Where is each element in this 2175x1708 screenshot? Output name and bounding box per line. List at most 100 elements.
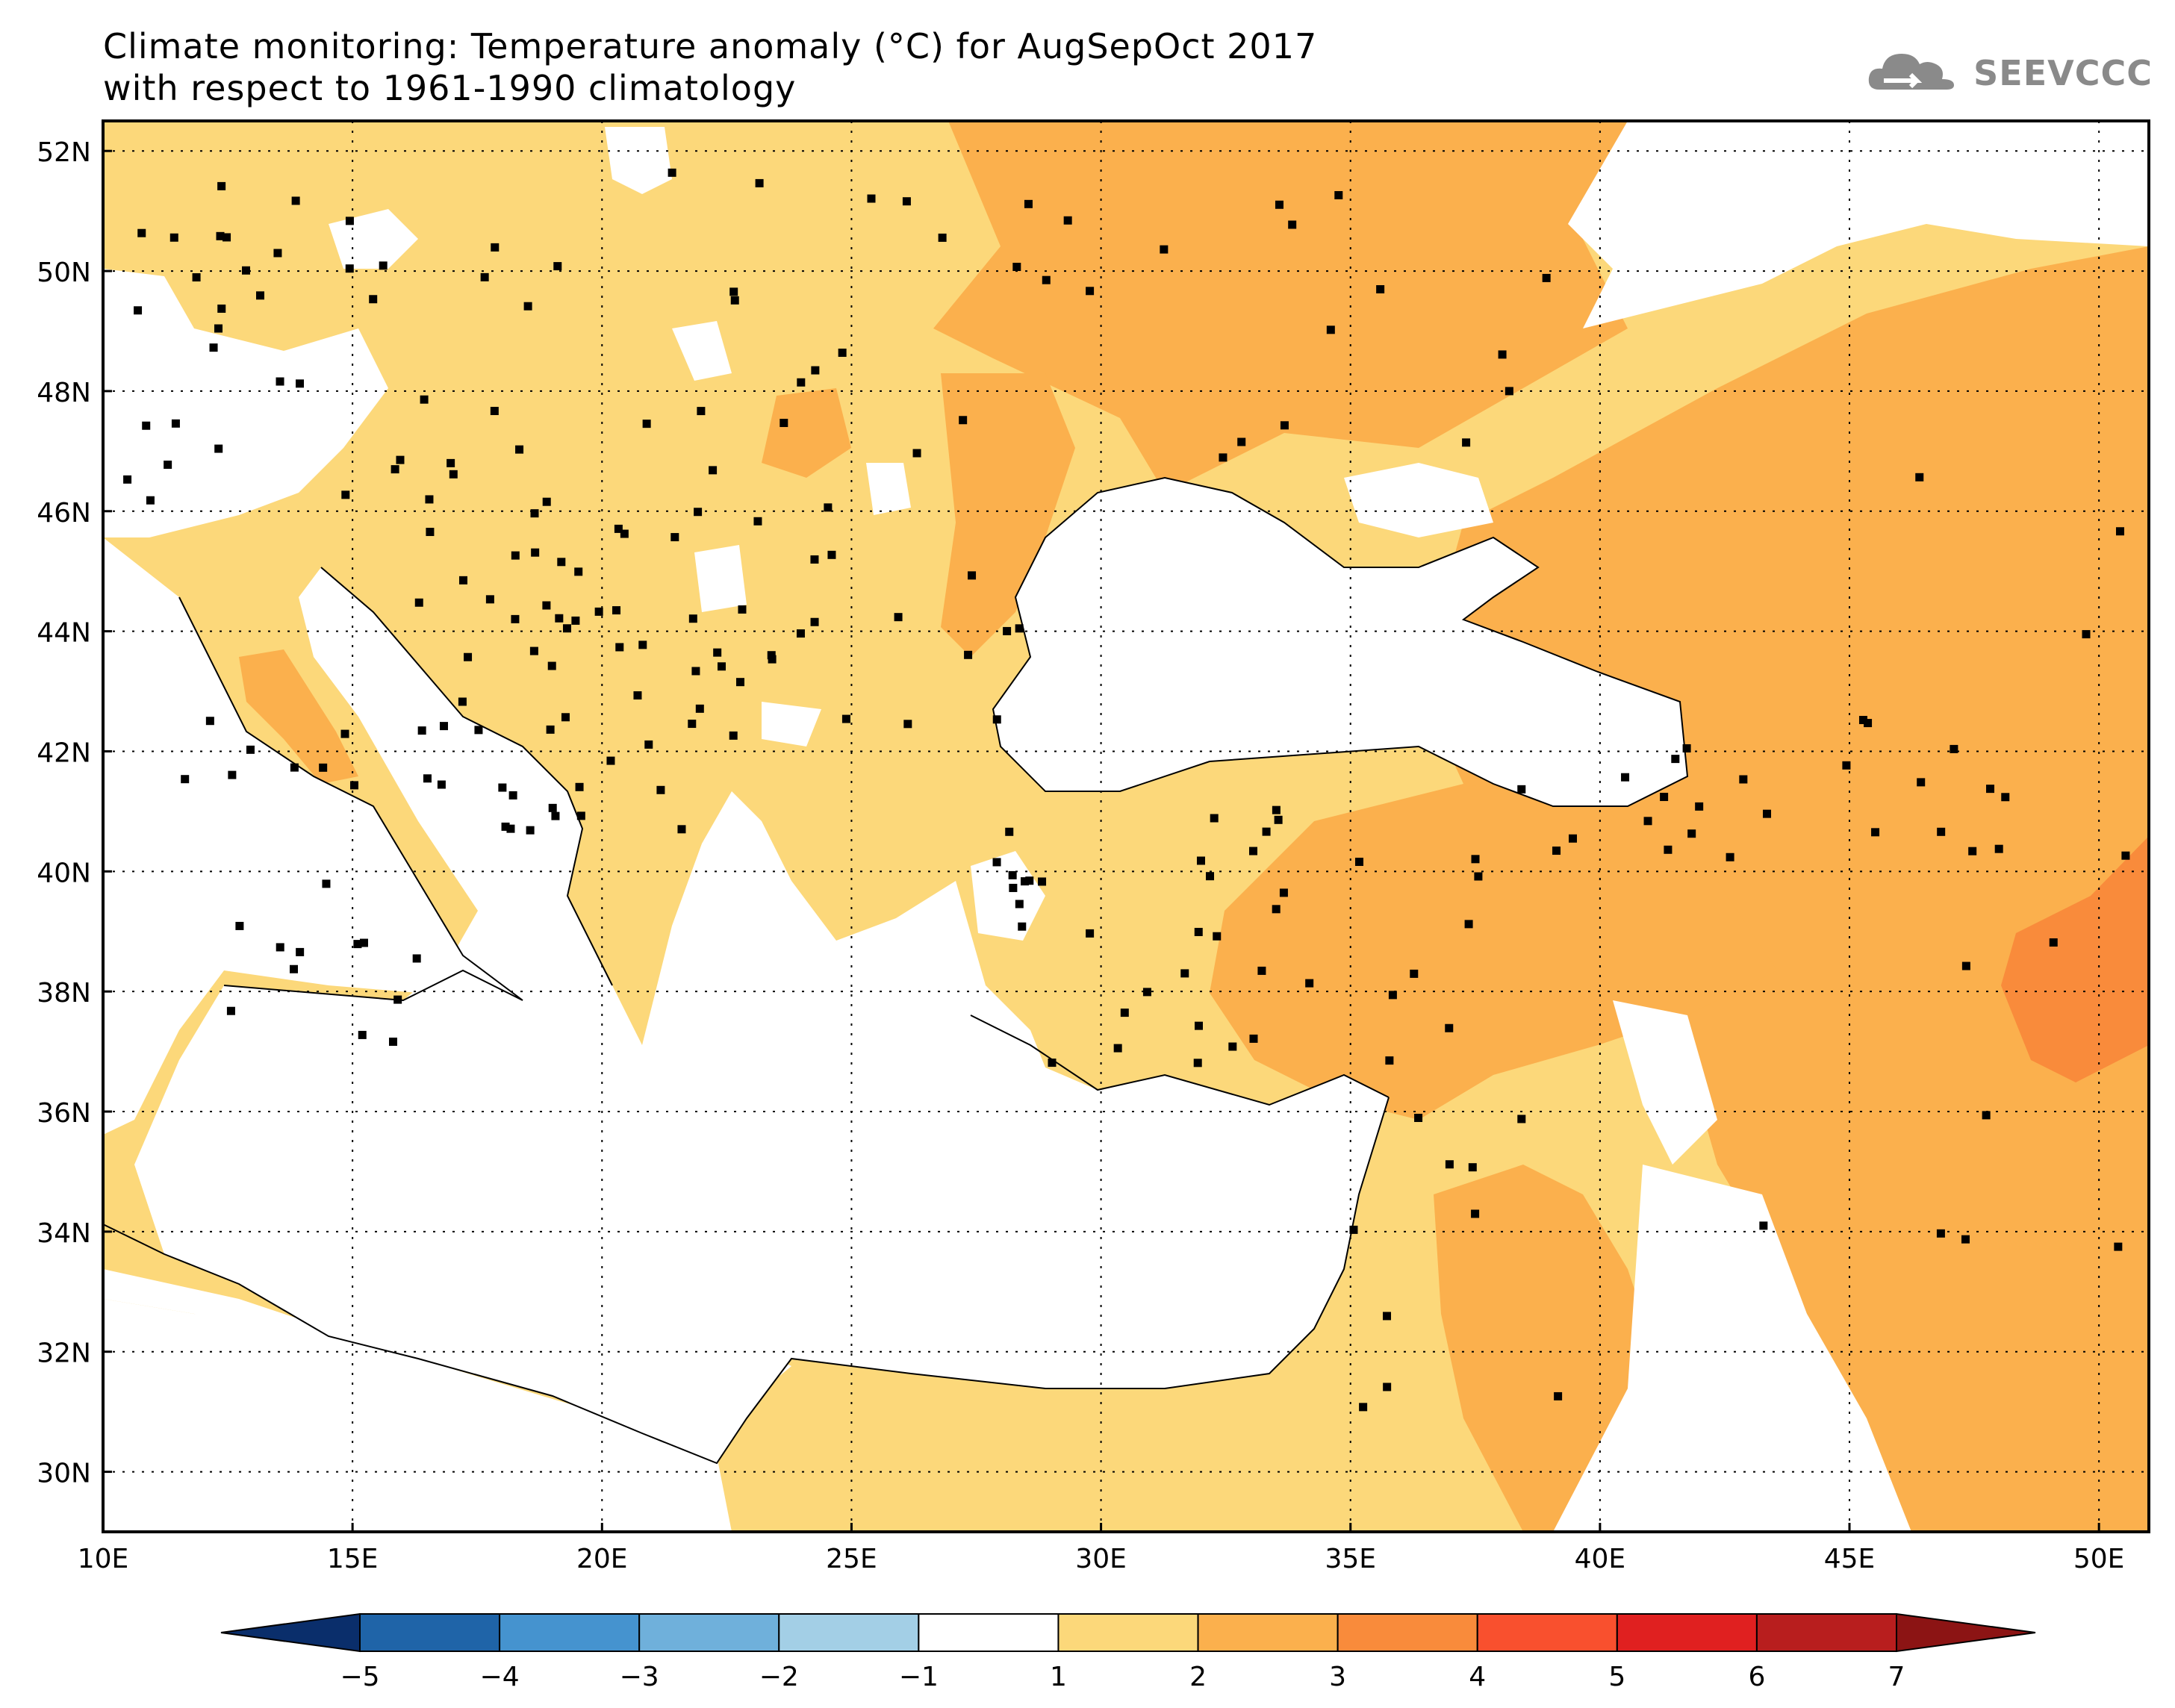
- station-marker: [1871, 828, 1880, 837]
- station-marker: [181, 775, 190, 784]
- colorbar-label: −1: [899, 1662, 939, 1692]
- station-marker: [992, 858, 1001, 867]
- station-marker: [644, 740, 653, 749]
- station-marker: [1160, 245, 1169, 254]
- station-marker: [1003, 626, 1012, 635]
- lon-label: 45E: [1824, 1544, 1876, 1574]
- station-marker: [1498, 350, 1507, 359]
- station-marker: [1994, 844, 2003, 853]
- station-marker: [423, 774, 432, 783]
- azov-sea: [1344, 463, 1493, 537]
- station-marker: [1288, 220, 1297, 229]
- station-marker: [1388, 991, 1397, 1000]
- station-marker: [1982, 1111, 1991, 1120]
- map-title-line1: Climate monitoring: Temperature anomaly …: [103, 26, 1318, 66]
- station-marker: [256, 291, 265, 300]
- station-marker: [1986, 785, 1995, 794]
- colorbar-label: −2: [759, 1662, 799, 1692]
- station-marker: [576, 811, 585, 820]
- anomaly-field-2-3-east: [933, 121, 1635, 493]
- station-marker: [216, 231, 225, 240]
- station-marker: [171, 419, 180, 428]
- station-marker: [730, 296, 739, 305]
- station-marker: [838, 349, 847, 358]
- coastline-mediterranean: [103, 1097, 1390, 1465]
- station-marker: [547, 661, 556, 670]
- station-marker: [345, 264, 354, 273]
- station-marker: [1213, 932, 1222, 941]
- colorbar-label: −5: [340, 1662, 379, 1692]
- station-marker: [1272, 905, 1281, 914]
- station-marker: [1086, 287, 1095, 296]
- colorbar-label: 4: [1469, 1662, 1486, 1692]
- lon-label: 50E: [2073, 1544, 2125, 1574]
- station-marker: [677, 825, 686, 834]
- station-marker: [1272, 805, 1281, 814]
- colorbar-swatch: [1337, 1613, 1478, 1652]
- station-marker: [414, 598, 423, 607]
- lon-label: 10E: [78, 1544, 129, 1574]
- station-marker: [164, 461, 172, 470]
- station-marker: [531, 548, 540, 557]
- station-marker: [214, 324, 223, 333]
- station-marker: [555, 614, 564, 623]
- lat-label: 46N: [37, 498, 91, 529]
- lat-label: 34N: [37, 1218, 91, 1249]
- station-marker: [1471, 1209, 1480, 1218]
- graticule: [103, 121, 2149, 1532]
- station-marker: [1195, 1021, 1204, 1030]
- station-marker: [228, 770, 237, 779]
- coastline-italy: [178, 596, 523, 1002]
- colorbar-swatch: [1616, 1613, 1758, 1652]
- colorbar-swatch: [1057, 1613, 1199, 1652]
- station-marker: [1274, 815, 1283, 824]
- station-marker: [1354, 857, 1363, 866]
- station-marker: [501, 822, 510, 831]
- station-marker: [638, 640, 647, 649]
- station-marker: [827, 550, 836, 559]
- white-area-bulgaria: [762, 702, 821, 747]
- colorbar-label: 1: [1050, 1662, 1067, 1692]
- colorbar-label: 5: [1608, 1662, 1625, 1692]
- station-marker: [506, 824, 515, 833]
- station-marker: [1383, 1383, 1392, 1391]
- station-marker: [340, 729, 349, 738]
- station-marker: [810, 617, 819, 626]
- station-marker: [1334, 190, 1343, 199]
- white-area-northwest: [103, 269, 388, 537]
- station-marker: [575, 782, 584, 791]
- station-marker: [137, 228, 146, 237]
- station-marker: [437, 780, 446, 789]
- station-marker: [797, 378, 806, 387]
- lat-label: 52N: [37, 137, 91, 168]
- station-marker: [1086, 929, 1095, 938]
- station-marker: [713, 648, 722, 657]
- lon-label: 20E: [576, 1544, 628, 1574]
- station-marker: [2082, 630, 2091, 639]
- station-marker: [1763, 809, 1772, 818]
- colorbar-swatch: [1755, 1613, 1898, 1652]
- station-marker: [388, 1037, 397, 1046]
- station-marker: [614, 524, 623, 533]
- station-marker: [498, 783, 507, 792]
- station-marker: [341, 490, 350, 499]
- station-marker: [1015, 624, 1024, 633]
- colorbar-swatch: [638, 1613, 780, 1652]
- white-area-iraq: [1613, 1000, 1717, 1165]
- station-marker: [1193, 1059, 1202, 1068]
- station-marker: [1349, 1225, 1358, 1234]
- station-marker: [694, 508, 703, 517]
- station-marker: [1468, 1163, 1477, 1172]
- station-marker: [1937, 827, 1946, 836]
- station-marker: [1280, 421, 1289, 430]
- station-marker: [396, 455, 405, 464]
- station-marker: [1021, 877, 1030, 886]
- lat-label: 40N: [37, 858, 91, 888]
- station-marker: [1113, 1044, 1122, 1053]
- station-marker: [393, 995, 402, 1004]
- longitude-labels: 10E 15E 20E 25E 30E 35E 40E 45E 50E: [78, 1523, 2125, 1574]
- station-marker: [1445, 1160, 1454, 1169]
- station-marker: [276, 943, 284, 952]
- station-marker: [548, 803, 557, 812]
- station-marker: [369, 295, 378, 304]
